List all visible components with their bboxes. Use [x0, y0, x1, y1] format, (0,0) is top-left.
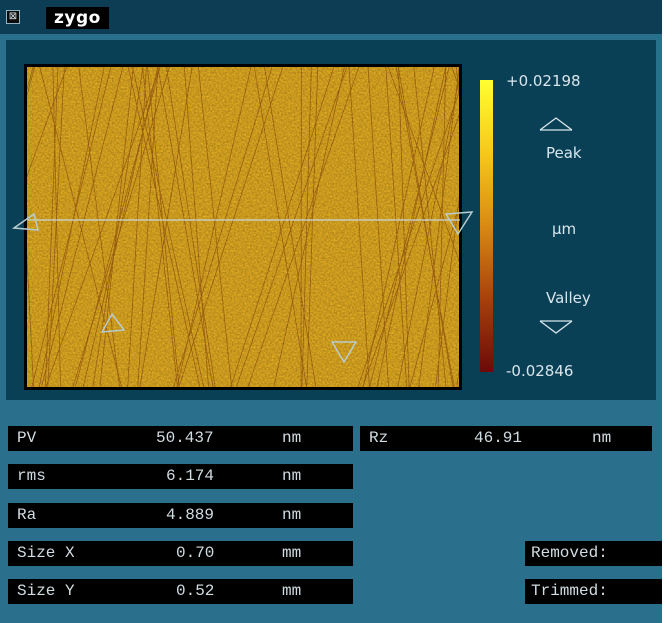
- trimmed-field: Trimmed:: [525, 579, 662, 604]
- colorbar-max-label: +0.02198: [506, 72, 581, 90]
- pv-unit: nm: [282, 429, 302, 447]
- pv-label: PV: [17, 429, 37, 447]
- ra-label: Ra: [17, 506, 37, 524]
- peak-label: Peak: [546, 144, 582, 162]
- title-bar: ⊠ zygo: [0, 0, 662, 34]
- size-x-value: 0.70: [176, 544, 215, 562]
- ra-unit: nm: [282, 506, 302, 524]
- rms-value: 6.174: [166, 467, 215, 485]
- size-y-label: Size Y: [17, 582, 75, 600]
- removed-field: Removed:: [525, 541, 662, 566]
- peak-marker-icon[interactable]: [100, 312, 126, 333]
- valley-down-arrow-icon: [539, 320, 573, 334]
- size-y-value: 0.52: [176, 582, 215, 600]
- slice-end-handle-icon[interactable]: [444, 211, 474, 236]
- trimmed-label: Trimmed:: [531, 582, 608, 600]
- peak-up-arrow-icon: [539, 117, 573, 131]
- ra-field: Ra 4.889 nm: [8, 503, 353, 528]
- pv-field: PV 50.437 nm: [8, 426, 353, 451]
- ra-value: 4.889: [166, 506, 215, 524]
- rz-value: 46.91: [474, 429, 523, 447]
- colorbar-min-label: -0.02846: [506, 362, 574, 380]
- rz-label: Rz: [369, 429, 389, 447]
- close-box-icon[interactable]: ⊠: [6, 10, 20, 24]
- zygo-logo: zygo: [46, 7, 109, 29]
- rz-field: Rz 46.91 nm: [360, 426, 652, 451]
- surface-height-map[interactable]: [27, 67, 459, 387]
- size-x-label: Size X: [17, 544, 75, 562]
- rms-field: rms 6.174 nm: [8, 464, 353, 489]
- rms-label: rms: [17, 467, 46, 485]
- rms-unit: nm: [282, 467, 302, 485]
- size-x-unit: mm: [282, 544, 302, 562]
- size-x-field: Size X 0.70 mm: [8, 541, 353, 566]
- valley-marker-icon[interactable]: [330, 341, 358, 364]
- unit-label: µm: [552, 220, 577, 238]
- size-y-unit: mm: [282, 582, 302, 600]
- pv-value: 50.437: [156, 429, 214, 447]
- removed-label: Removed:: [531, 544, 608, 562]
- size-y-field: Size Y 0.52 mm: [8, 579, 353, 604]
- valley-label: Valley: [546, 289, 591, 307]
- height-colorbar: [480, 80, 493, 372]
- rz-unit: nm: [592, 429, 612, 447]
- slice-start-handle-icon[interactable]: [11, 212, 39, 231]
